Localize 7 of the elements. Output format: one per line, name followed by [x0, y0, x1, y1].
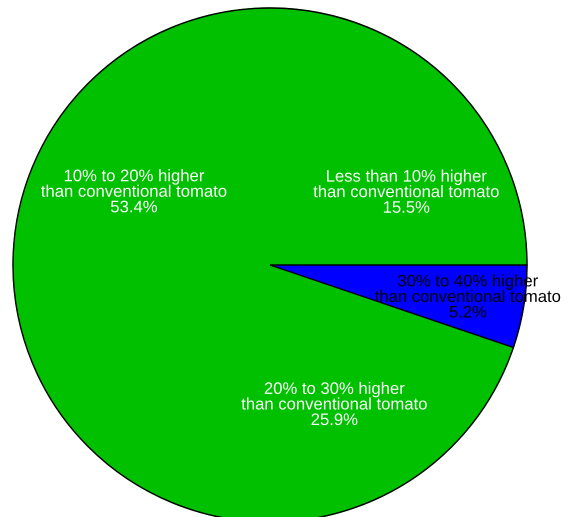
- slice-label: Less than 10% higher than conventional tomato: [313, 170, 499, 198]
- data-label: 25.9%: [312, 413, 358, 426]
- slice-label: 20% to 30% higher than conventional tomato: [241, 382, 427, 410]
- slice-label: 10% to 20% higher than conventional tomato: [41, 169, 226, 197]
- data-label: 53.4%: [110, 200, 157, 212]
- data-label: 15.5%: [384, 201, 430, 213]
- data-label: 5.2%: [449, 306, 486, 318]
